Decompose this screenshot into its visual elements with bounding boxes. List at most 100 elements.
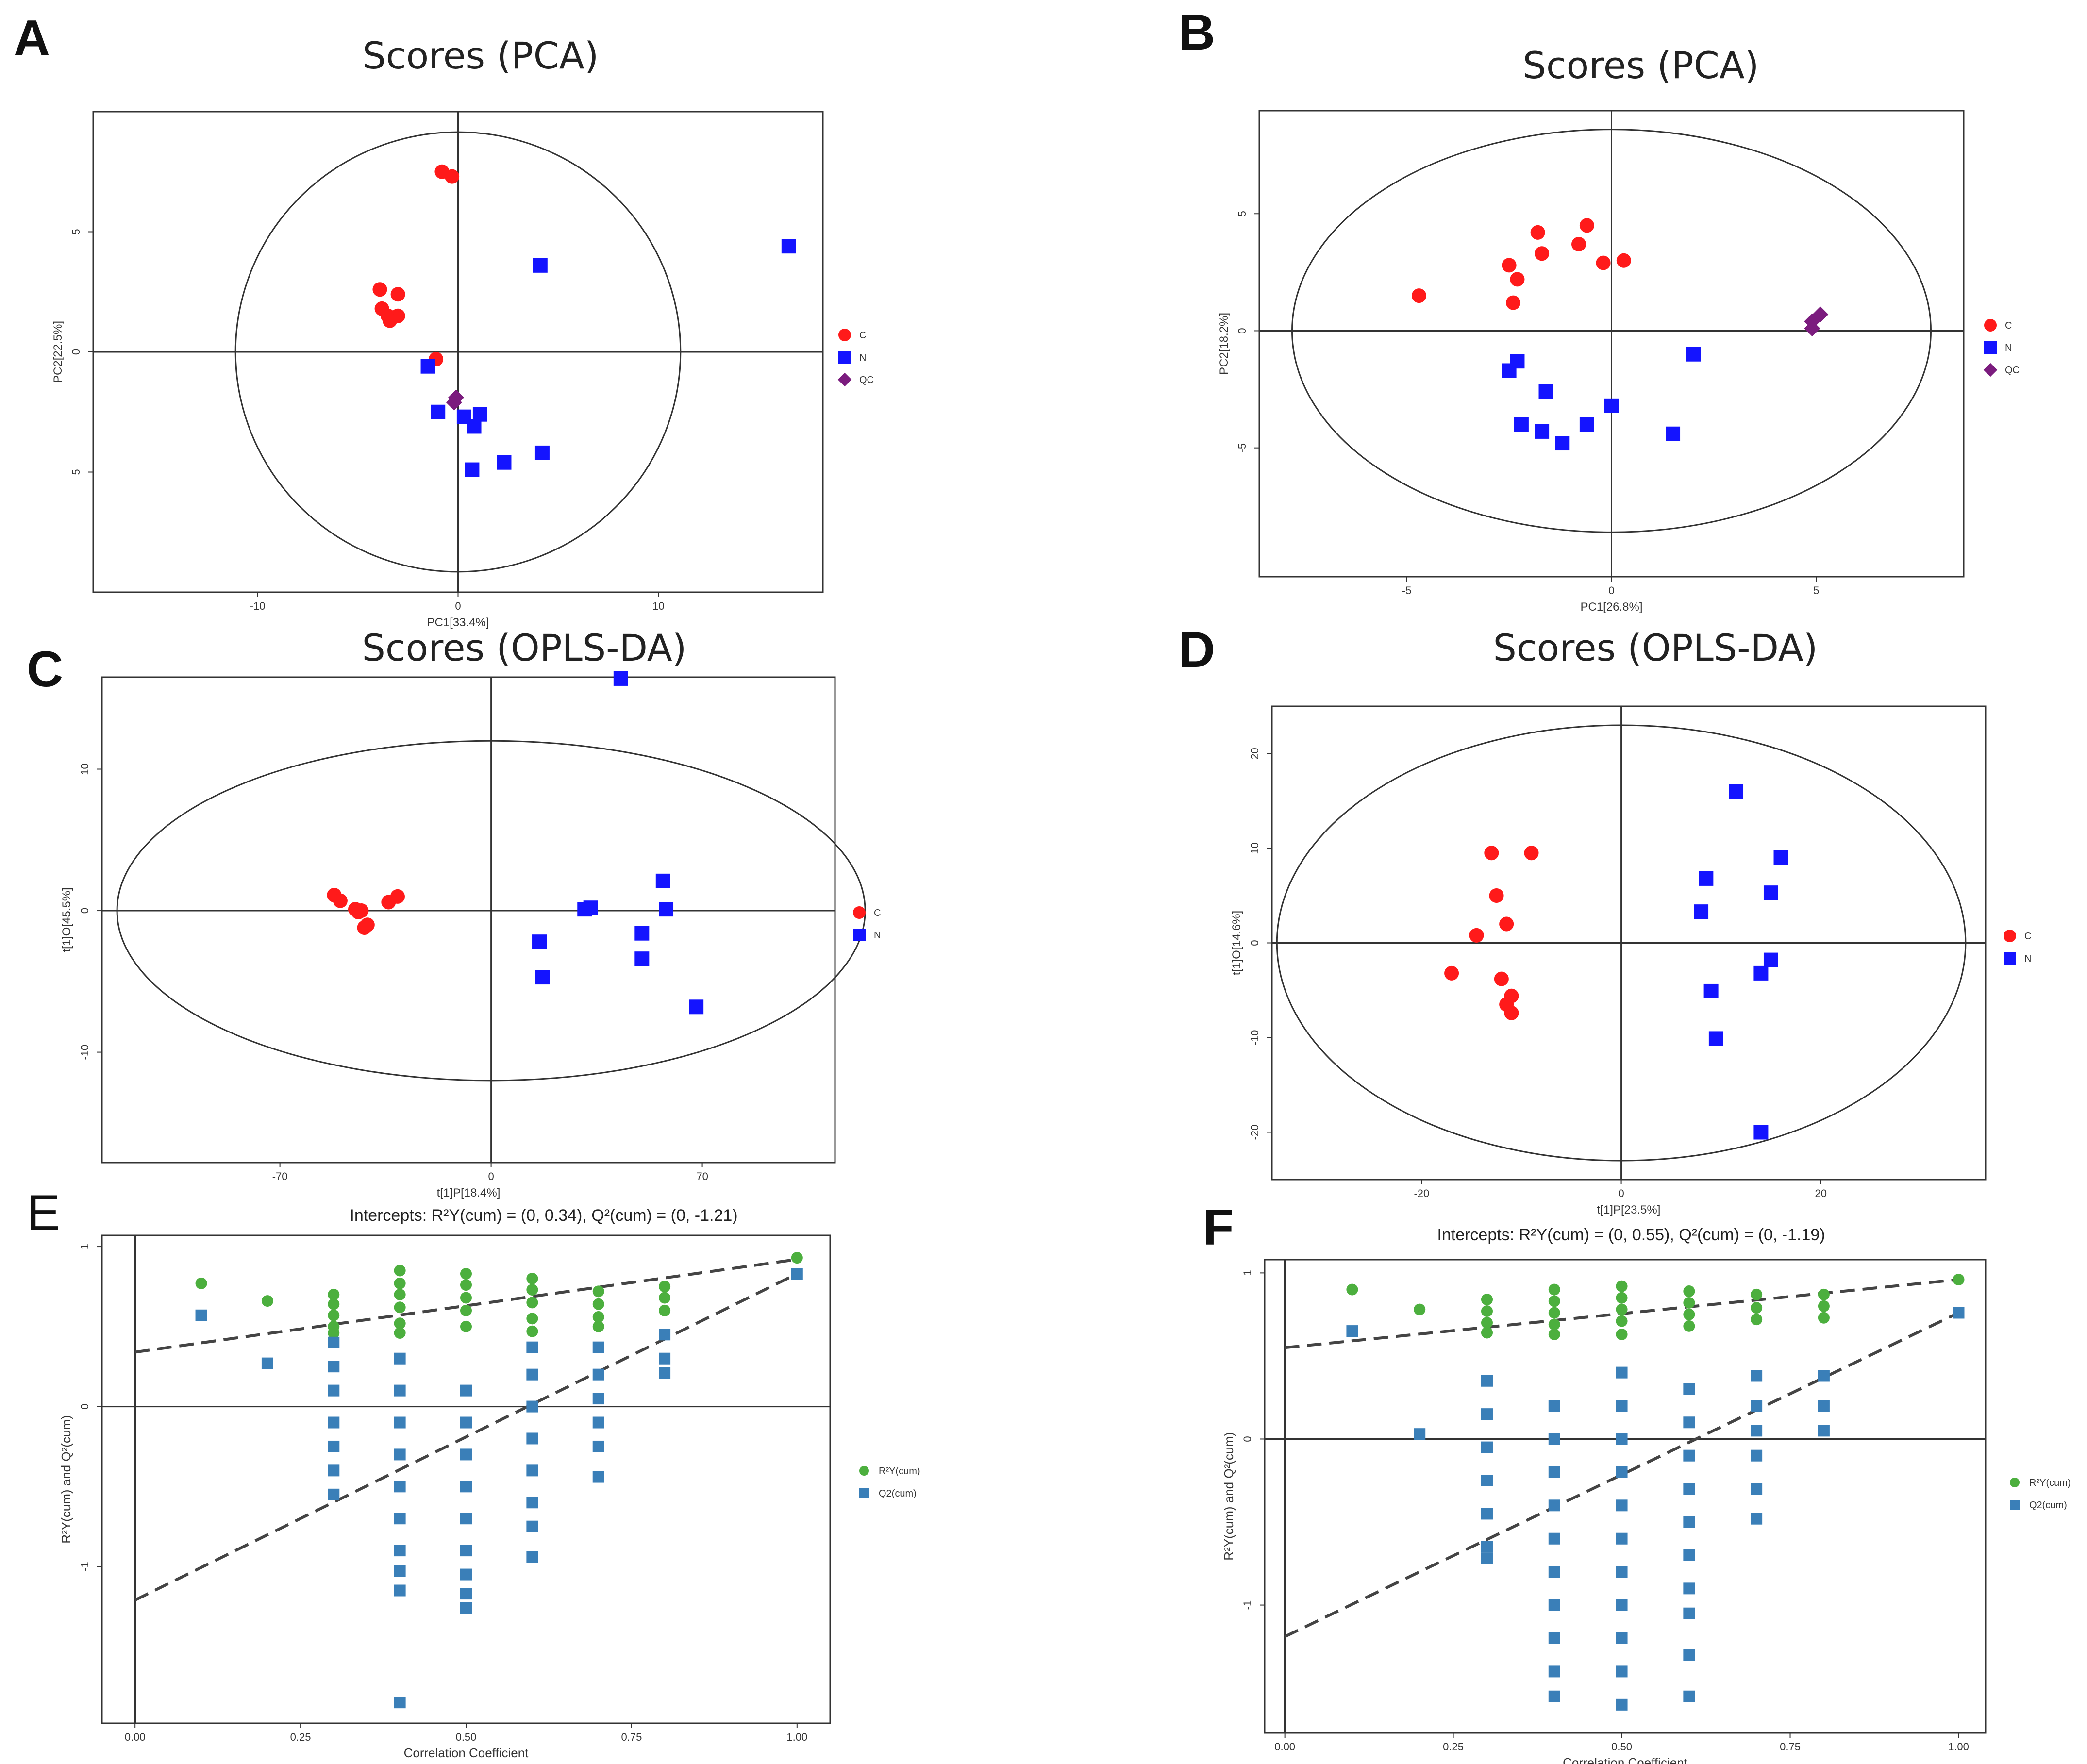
panel-c-title: Scores (OPLS-DA) <box>362 626 687 669</box>
point-q2 <box>526 1497 538 1509</box>
point-q2 <box>394 1416 406 1429</box>
point-r2 <box>1548 1307 1560 1319</box>
legend-label: Q2(cum) <box>879 1488 917 1499</box>
point-q2 <box>1548 1499 1560 1512</box>
point-r2 <box>1548 1318 1560 1331</box>
point-n <box>1729 784 1744 799</box>
x-tick-label: 0 <box>455 600 461 612</box>
point-c <box>1499 916 1514 932</box>
point-q2 <box>1481 1508 1493 1520</box>
x-tick-label: 0 <box>1608 584 1614 597</box>
point-q2 <box>460 1513 472 1525</box>
legend-marker-c <box>838 329 851 341</box>
point-q2 <box>1548 1566 1560 1578</box>
point-q2 <box>460 1384 472 1397</box>
x-tick-label: 0.50 <box>456 1731 477 1743</box>
point-q2 <box>526 1551 538 1563</box>
point-c <box>445 169 460 184</box>
point-r2 <box>460 1279 472 1291</box>
panel-letter-c: C <box>27 641 64 698</box>
point-q2 <box>1616 1366 1628 1379</box>
x-tick-label: 0.75 <box>1780 1741 1801 1753</box>
point-n <box>1763 885 1778 900</box>
x-tick-label: 1.00 <box>786 1731 807 1743</box>
point-r2 <box>328 1288 340 1300</box>
point-q2 <box>394 1584 406 1597</box>
panel-a-title: Scores (PCA) <box>362 34 599 77</box>
x-axis-label: t[1]P[18.4%] <box>437 1186 501 1199</box>
point-r2 <box>1683 1285 1695 1297</box>
point-q2 <box>328 1488 340 1500</box>
point-c <box>1530 225 1545 240</box>
point-c <box>390 889 405 904</box>
point-q2 <box>1414 1428 1426 1440</box>
point-q2 <box>526 1368 538 1381</box>
legend-label: QC <box>859 375 874 385</box>
point-q2 <box>659 1352 671 1365</box>
x-axis-label: PC1[33.4%] <box>427 616 489 629</box>
point-c <box>1571 236 1586 251</box>
point-c <box>1506 295 1521 310</box>
point-r2 <box>659 1304 671 1316</box>
point-q2 <box>1346 1325 1358 1337</box>
point-r2 <box>791 1252 803 1264</box>
legend-marker-r2 <box>859 1466 869 1476</box>
intercept-line-q2 <box>134 1272 798 1601</box>
x-tick-label: 0.50 <box>1611 1741 1632 1753</box>
point-q2 <box>1683 1690 1695 1702</box>
point-q2 <box>394 1697 406 1709</box>
point-q2 <box>1818 1425 1830 1437</box>
point-q2 <box>1818 1370 1830 1382</box>
point-q2 <box>1751 1513 1763 1525</box>
point-q2 <box>1683 1607 1695 1619</box>
confidence-ellipse <box>234 131 682 573</box>
point-r2 <box>261 1295 273 1307</box>
point-q2 <box>1751 1449 1763 1462</box>
point-n <box>534 445 550 460</box>
point-q2 <box>1548 1690 1560 1702</box>
y-tick-label: 0 <box>79 908 91 914</box>
point-q2 <box>526 1520 538 1532</box>
point-q2 <box>328 1464 340 1477</box>
point-n <box>1555 436 1570 451</box>
point-r2 <box>1818 1312 1830 1324</box>
point-r2 <box>1818 1300 1830 1312</box>
point-n <box>1535 424 1550 439</box>
point-n <box>655 873 670 888</box>
point-n <box>1753 1125 1769 1140</box>
point-q2 <box>328 1384 340 1397</box>
x-tick-label: 0 <box>1618 1187 1624 1199</box>
point-q2 <box>592 1368 604 1381</box>
legend-marker-n <box>853 929 866 941</box>
point-c <box>1596 255 1611 270</box>
legend-marker-n <box>1984 341 1997 354</box>
point-c <box>1524 846 1539 861</box>
x-tick-label: 0.75 <box>621 1731 642 1743</box>
panel-f-title: Intercepts: R²Y(cum) = (0, 0.55), Q²(cum… <box>1437 1226 1825 1244</box>
point-r2 <box>1481 1305 1493 1317</box>
y-tick-label: 20 <box>1249 748 1261 759</box>
point-q2 <box>1616 1566 1628 1578</box>
x-tick-label: 0.00 <box>125 1731 146 1743</box>
point-n <box>1686 347 1701 362</box>
point-n <box>1502 363 1517 378</box>
point-q2 <box>659 1367 671 1379</box>
point-q2 <box>460 1602 472 1614</box>
point-q2 <box>195 1309 207 1321</box>
point-r2 <box>394 1277 406 1289</box>
legend-label: QC <box>2005 365 2020 376</box>
plot-frame <box>1264 1259 1987 1734</box>
point-n <box>1538 384 1553 399</box>
point-q2 <box>659 1329 671 1341</box>
point-c <box>1494 971 1509 986</box>
point-q2 <box>460 1481 472 1493</box>
point-r2 <box>1346 1283 1358 1296</box>
y-tick-label: -1 <box>1241 1600 1253 1610</box>
point-q2 <box>460 1448 472 1461</box>
point-c <box>390 287 405 302</box>
point-r2 <box>526 1284 538 1296</box>
x-tick-label: 0.25 <box>290 1731 311 1743</box>
point-r2 <box>592 1311 604 1323</box>
